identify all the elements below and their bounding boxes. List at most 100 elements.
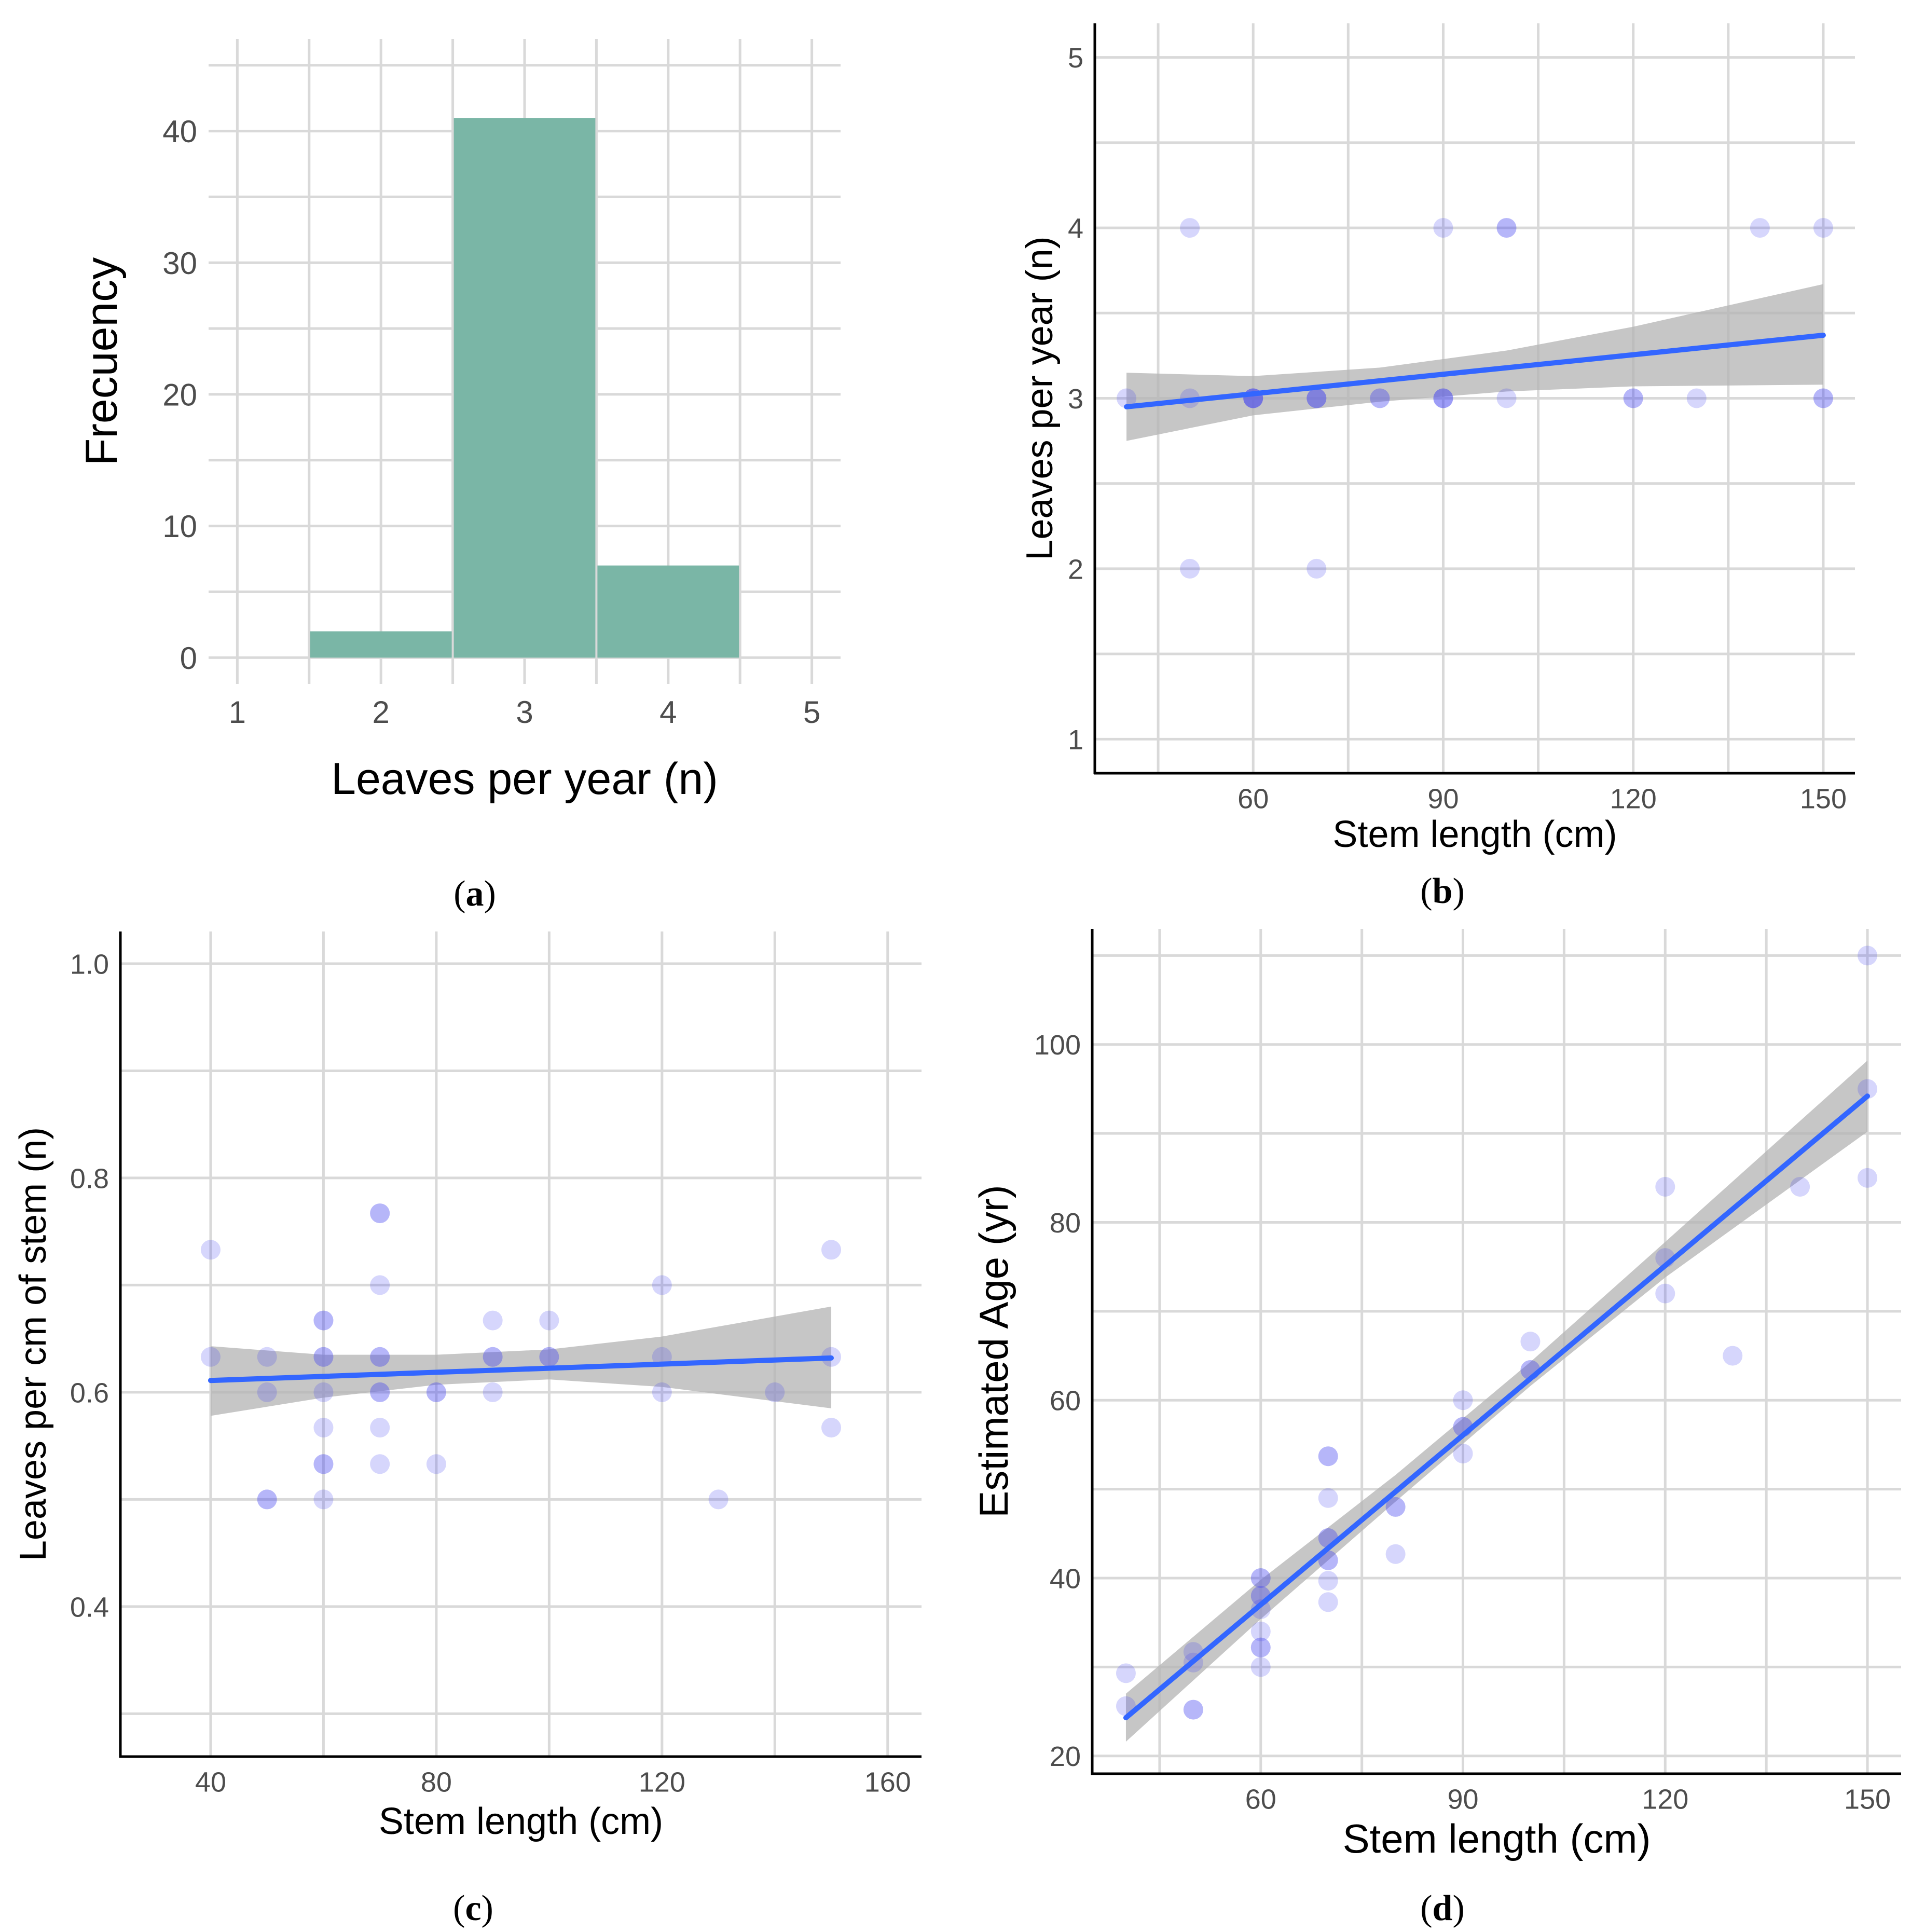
- data-point: [370, 1454, 390, 1474]
- panel-c: 40 80 120 160 0.4 0.6 0.8 1.0 Stem length (cm) Le…: [12, 931, 922, 1928]
- y-tick-label: 80: [1050, 1208, 1081, 1239]
- data-point: [539, 1347, 559, 1367]
- data-point: [1250, 1568, 1271, 1588]
- x-tick-label: 150: [1800, 784, 1847, 815]
- x-axis-title: Stem length (cm): [379, 1801, 663, 1842]
- x-tick-label: 4: [659, 695, 677, 730]
- data-point: [370, 1418, 390, 1438]
- data-point: [1250, 1637, 1271, 1657]
- data-point: [1180, 218, 1200, 238]
- data-point: [1183, 1700, 1203, 1720]
- x-tick-label: 120: [1610, 784, 1657, 815]
- data-point: [313, 1489, 334, 1510]
- data-point: [313, 1418, 334, 1438]
- data-point: [200, 1347, 221, 1367]
- data-point: [652, 1275, 672, 1295]
- data-point: [483, 1310, 503, 1331]
- panel-label: (c): [453, 1888, 493, 1928]
- data-point: [370, 1203, 390, 1224]
- data-point: [1250, 1599, 1271, 1619]
- x-tick-label: 60: [1238, 784, 1269, 815]
- y-tick-label: 60: [1050, 1386, 1081, 1417]
- data-point: [257, 1489, 277, 1510]
- x-tick-label: 150: [1844, 1784, 1891, 1815]
- y-tick-label: 30: [162, 246, 197, 281]
- x-axis-title: Stem length (cm): [1332, 814, 1617, 855]
- histogram-bar: [597, 565, 739, 658]
- y-tick-label: 0: [180, 641, 197, 676]
- y-tick-label: 4: [1068, 213, 1083, 244]
- data-point: [483, 1382, 503, 1402]
- x-tick-label: 5: [803, 695, 820, 730]
- data-point: [539, 1310, 559, 1331]
- y-axis-title: Estimated Age (yr): [971, 1185, 1016, 1518]
- data-point: [1496, 218, 1517, 238]
- data-point: [1520, 1332, 1541, 1352]
- data-point: [1686, 388, 1707, 408]
- data-point: [257, 1489, 277, 1510]
- data-point: [1385, 1544, 1406, 1564]
- data-point: [1496, 218, 1517, 238]
- data-point: [1858, 1168, 1878, 1188]
- panel-label-close: ): [482, 1888, 493, 1928]
- data-point: [1453, 1444, 1473, 1464]
- data-point: [1307, 388, 1327, 408]
- data-point: [257, 1382, 277, 1402]
- panel-label: (a): [453, 874, 496, 914]
- y-tick-label: 0.4: [70, 1592, 109, 1623]
- trend-line: [1123, 1093, 1871, 1721]
- data-point: [1385, 1497, 1406, 1517]
- data-point: [1813, 218, 1833, 238]
- histogram-bar: [453, 118, 596, 658]
- histogram-bar: [310, 631, 452, 658]
- data-point: [426, 1454, 446, 1474]
- panel-label-open: (: [453, 1888, 465, 1928]
- data-point: [1180, 558, 1200, 579]
- confidence-band: [210, 1306, 832, 1416]
- data-point: [1813, 388, 1833, 408]
- data-point: [1250, 1621, 1271, 1641]
- data-point: [426, 1382, 446, 1402]
- y-tick-label: 1.0: [70, 949, 109, 980]
- panel-label-open: (: [1420, 871, 1432, 911]
- data-point: [426, 1382, 446, 1402]
- data-point: [1453, 1390, 1473, 1410]
- data-point: [652, 1382, 672, 1402]
- data-point: [708, 1489, 728, 1510]
- x-axis-title: Stem length (cm): [1343, 1816, 1651, 1861]
- data-point: [1116, 1663, 1136, 1683]
- data-point: [1370, 388, 1390, 408]
- data-point: [313, 1454, 334, 1474]
- data-point: [1318, 1488, 1338, 1508]
- panel-b: 60 90 120 150 1 2 3 4 5 Stem length (cm) Leaves pe…: [1019, 23, 1855, 911]
- data-point: [1307, 558, 1327, 579]
- data-point: [370, 1382, 390, 1402]
- data-point: [1496, 388, 1517, 408]
- panel-d: 60 90 120 150 20 40 60 80 100 Stem length (cm) Est…: [971, 929, 1901, 1928]
- data-point: [370, 1382, 390, 1402]
- data-point: [1858, 1079, 1878, 1099]
- y-tick-label: 40: [162, 114, 197, 149]
- gridlines: [1095, 23, 1855, 773]
- data-point: [1433, 218, 1453, 238]
- data-point: [1623, 388, 1643, 408]
- x-tick-label: 3: [516, 695, 533, 730]
- data-point: [1623, 388, 1643, 408]
- x-tick-label: 2: [372, 695, 389, 730]
- data-point: [313, 1347, 334, 1367]
- data-point: [1318, 1446, 1338, 1467]
- data-point: [1250, 1657, 1271, 1677]
- x-tick-label: 160: [864, 1767, 911, 1798]
- panel-label-letter: d: [1433, 1888, 1453, 1928]
- y-tick-label: 0.6: [70, 1377, 109, 1408]
- data-point: [1318, 1446, 1338, 1467]
- panel-label-open: (: [1420, 1888, 1432, 1928]
- data-point: [370, 1347, 390, 1367]
- panel-label: (d): [1420, 1888, 1465, 1928]
- y-axis-title: Frecuency: [77, 257, 127, 466]
- x-tick-label: 1: [229, 695, 246, 730]
- data-point: [313, 1454, 334, 1474]
- trend-line: [208, 1355, 834, 1383]
- data-point: [765, 1382, 785, 1402]
- data-point: [313, 1347, 334, 1367]
